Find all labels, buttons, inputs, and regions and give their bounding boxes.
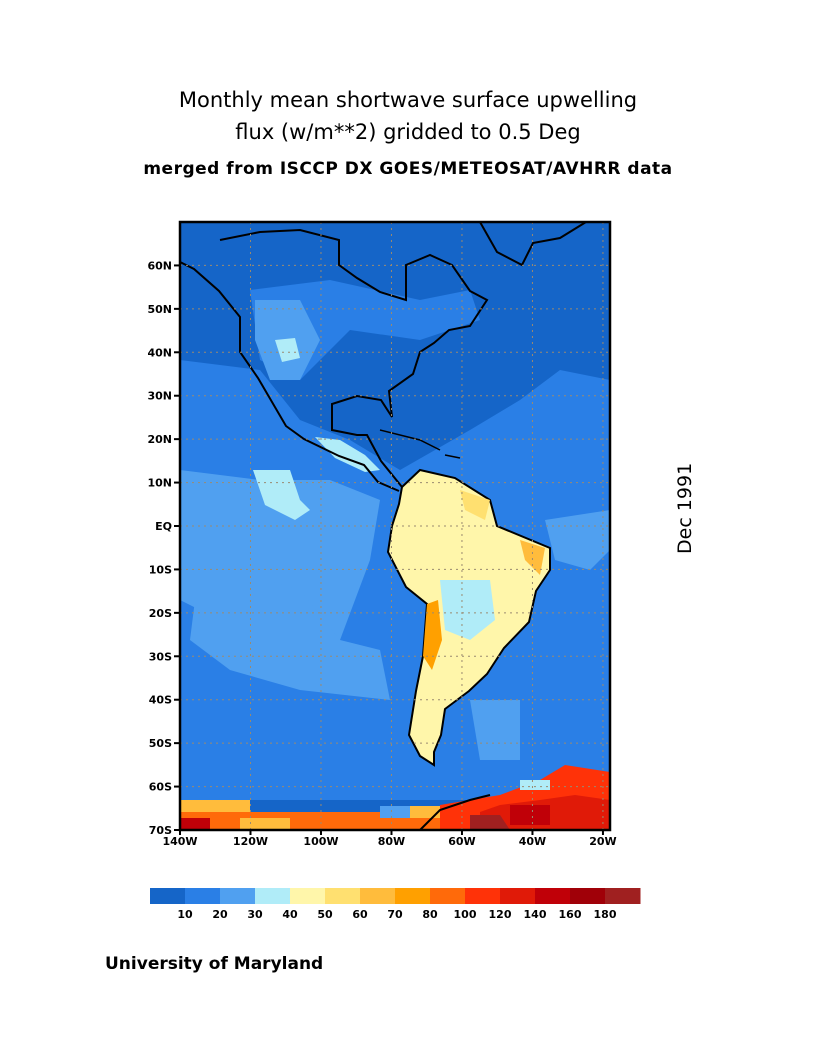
- lat-tick-label: 60N: [147, 259, 172, 272]
- title-line-3: merged from ISCCP DX GOES/METEOSAT/AVHRR…: [143, 159, 673, 179]
- colorbar-swatch: [430, 888, 466, 904]
- field-level-30-atl: [545, 510, 610, 570]
- lat-tick-label: 60S: [149, 781, 172, 794]
- colorbar-label: 120: [489, 908, 512, 921]
- antarctic-field: [180, 765, 610, 830]
- colorbar-swatch: [150, 888, 186, 904]
- lat-tick-label: 10N: [147, 477, 172, 490]
- lat-tick-label: 10S: [149, 563, 172, 576]
- colorbar-swatch: [395, 888, 431, 904]
- field-level-30-b: [190, 560, 390, 700]
- colorbar-swatch: [570, 888, 606, 904]
- lat-tick-label: 50S: [149, 737, 172, 750]
- colorbar-swatch: [220, 888, 256, 904]
- colorbar-label: 30: [247, 908, 263, 921]
- field-level-40-na: [275, 338, 300, 362]
- colorbar-swatch: [290, 888, 326, 904]
- axis-ticks: 60N 50N 40N 30N 20N 10N EQ 10S 20S 30S 40S 50S 60S 70…: [147, 259, 616, 848]
- colorbar-swatch: [360, 888, 396, 904]
- caribbean-islands: [379, 429, 461, 459]
- lat-tick-label: 20N: [147, 433, 172, 446]
- colorbar-swatch: [325, 888, 361, 904]
- interior-low-flux: [440, 580, 495, 640]
- colorbar-swatch: [185, 888, 221, 904]
- field-level-40-pacific: [253, 470, 310, 520]
- greenland-coastline: [479, 221, 587, 267]
- lat-tick-label: 30S: [149, 650, 172, 663]
- lat-tick-label: 30N: [147, 390, 172, 403]
- footer-organization: University of Maryland: [105, 954, 324, 974]
- lat-tick-label: 20S: [149, 607, 172, 620]
- lon-tick-label: 140W: [162, 835, 197, 848]
- colorbar-label: 80: [422, 908, 438, 921]
- colorbar-swatch: [465, 888, 501, 904]
- map-field: [180, 222, 610, 830]
- colorbar-label: 50: [317, 908, 333, 921]
- field-level-30-sa: [470, 700, 520, 760]
- colorbar-label: 180: [594, 908, 617, 921]
- colorbar-swatch: [500, 888, 536, 904]
- field-level-40-ca: [315, 437, 380, 472]
- colorbar: 10 20 30 40 50 60 70 80 100 120 140 160 180: [150, 888, 641, 921]
- colorbar-swatch: [255, 888, 291, 904]
- colorbar-label: 10: [177, 908, 193, 921]
- colorbar-label: 100: [454, 908, 477, 921]
- date-label: Dec 1991: [674, 462, 696, 554]
- colorbar-swatch: [605, 888, 641, 904]
- lat-tick-label: 40N: [147, 346, 172, 359]
- colorbar-label: 20: [212, 908, 228, 921]
- lat-tick-label: 70S: [149, 824, 172, 837]
- colorbar-label: 140: [524, 908, 547, 921]
- colorbar-label: 40: [282, 908, 298, 921]
- lat-tick-label: 50N: [147, 303, 172, 316]
- lat-tick-label: 40S: [149, 694, 172, 707]
- lon-tick-label: 120W: [233, 835, 268, 848]
- north-america-coastline: [179, 228, 489, 492]
- lon-tick-label: 60W: [448, 835, 475, 848]
- title-line-2: flux (w/m**2) gridded to 0.5 Deg: [235, 120, 581, 144]
- lon-tick-label: 20W: [589, 835, 616, 848]
- lat-tick-label: EQ: [155, 520, 172, 533]
- colorbar-swatch: [535, 888, 571, 904]
- antarctica-coastline: [419, 794, 491, 831]
- title-line-1: Monthly mean shortwave surface upwelling: [178, 88, 638, 112]
- lon-tick-label: 100W: [303, 835, 338, 848]
- colorbar-label: 60: [352, 908, 368, 921]
- lon-tick-label: 40W: [519, 835, 546, 848]
- guiana-flux: [460, 490, 490, 520]
- colorbar-label: 70: [387, 908, 403, 921]
- lon-tick-label: 80W: [378, 835, 405, 848]
- ne-brazil-flux: [520, 540, 545, 575]
- colorbar-label: 160: [559, 908, 582, 921]
- andes-high-flux: [423, 600, 442, 670]
